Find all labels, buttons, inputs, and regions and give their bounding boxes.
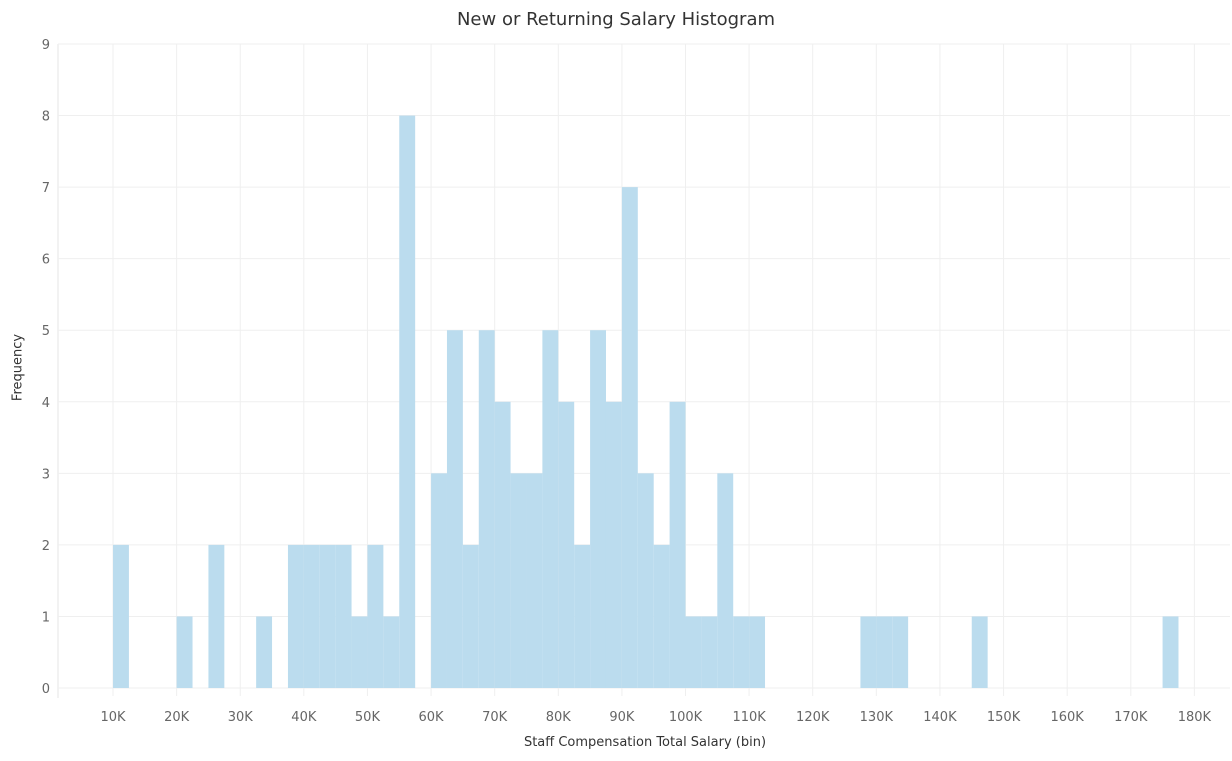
histogram-bar — [701, 616, 718, 688]
x-tick-label: 60K — [419, 710, 445, 725]
x-tick-label: 30K — [228, 710, 254, 725]
histogram-bar — [717, 473, 734, 688]
histogram-bar — [542, 330, 559, 688]
histogram-bar — [605, 401, 622, 688]
y-tick-label: 2 — [42, 539, 50, 554]
histogram-bar — [431, 473, 447, 688]
x-tick-label: 130K — [860, 710, 894, 725]
x-tick-label: 90K — [609, 710, 635, 725]
y-tick-label: 7 — [42, 181, 50, 196]
histogram-bar — [860, 616, 877, 688]
histogram-bar — [287, 544, 304, 688]
y-tick-label: 8 — [42, 110, 50, 125]
x-axis-label: Staff Compensation Total Salary (bin) — [523, 735, 767, 750]
histogram-bar — [749, 616, 766, 688]
histogram-bar — [351, 616, 368, 688]
histogram-bar — [971, 616, 988, 688]
x-tick-label: 50K — [355, 710, 381, 725]
histogram-bar — [876, 616, 893, 688]
y-tick-label: 9 — [42, 38, 50, 53]
y-tick-label: 1 — [42, 610, 50, 625]
x-tick-label: 40K — [291, 710, 317, 725]
histogram-bar — [303, 544, 320, 688]
histogram-bar — [446, 330, 463, 688]
histogram-bar — [462, 544, 479, 688]
histogram-bar — [494, 401, 511, 688]
x-tick-label: 80K — [546, 710, 572, 725]
y-tick-label: 6 — [42, 253, 50, 268]
histogram-bar — [590, 330, 606, 688]
x-tick-label: 110K — [732, 710, 766, 725]
histogram-bar — [383, 616, 400, 688]
histogram-bar — [526, 473, 543, 688]
histogram-bar — [733, 616, 750, 688]
x-tick-label: 120K — [796, 710, 830, 725]
x-tick-label: 100K — [669, 710, 703, 725]
x-tick-label: 20K — [164, 710, 190, 725]
y-tick-label: 5 — [42, 324, 50, 339]
x-tick-label: 160K — [1050, 710, 1084, 725]
histogram-bar — [669, 401, 686, 688]
x-tick-label: 10K — [100, 710, 126, 725]
histogram-bar — [399, 115, 416, 689]
histogram-bar — [1162, 616, 1179, 688]
histogram-bar — [685, 616, 702, 688]
histogram-bar — [558, 401, 575, 688]
y-tick-label: 4 — [42, 396, 50, 411]
histogram-bar — [208, 544, 225, 688]
y-tick-label: 3 — [42, 467, 50, 482]
histogram-bar — [621, 187, 638, 688]
x-tick-label: 140K — [923, 710, 957, 725]
histogram-bar — [367, 544, 384, 688]
y-tick-label: 0 — [42, 682, 50, 697]
histogram-bar — [256, 616, 273, 688]
histogram-bar — [319, 544, 336, 688]
x-tick-label: 70K — [482, 710, 508, 725]
histogram-bar — [510, 473, 527, 688]
histogram-bar — [113, 544, 129, 688]
histogram-bar — [176, 616, 193, 688]
histogram-bar — [637, 473, 654, 688]
x-tick-label: 180K — [1178, 710, 1212, 725]
histogram-bar — [478, 330, 495, 688]
histogram-bar — [574, 544, 591, 688]
x-tick-label: 170K — [1114, 710, 1148, 725]
histogram-bar — [653, 544, 670, 688]
histogram-bar — [892, 616, 909, 688]
histogram-bar — [335, 544, 352, 688]
x-tick-label: 150K — [987, 710, 1021, 725]
chart-title: New or Returning Salary Histogram — [456, 9, 776, 30]
